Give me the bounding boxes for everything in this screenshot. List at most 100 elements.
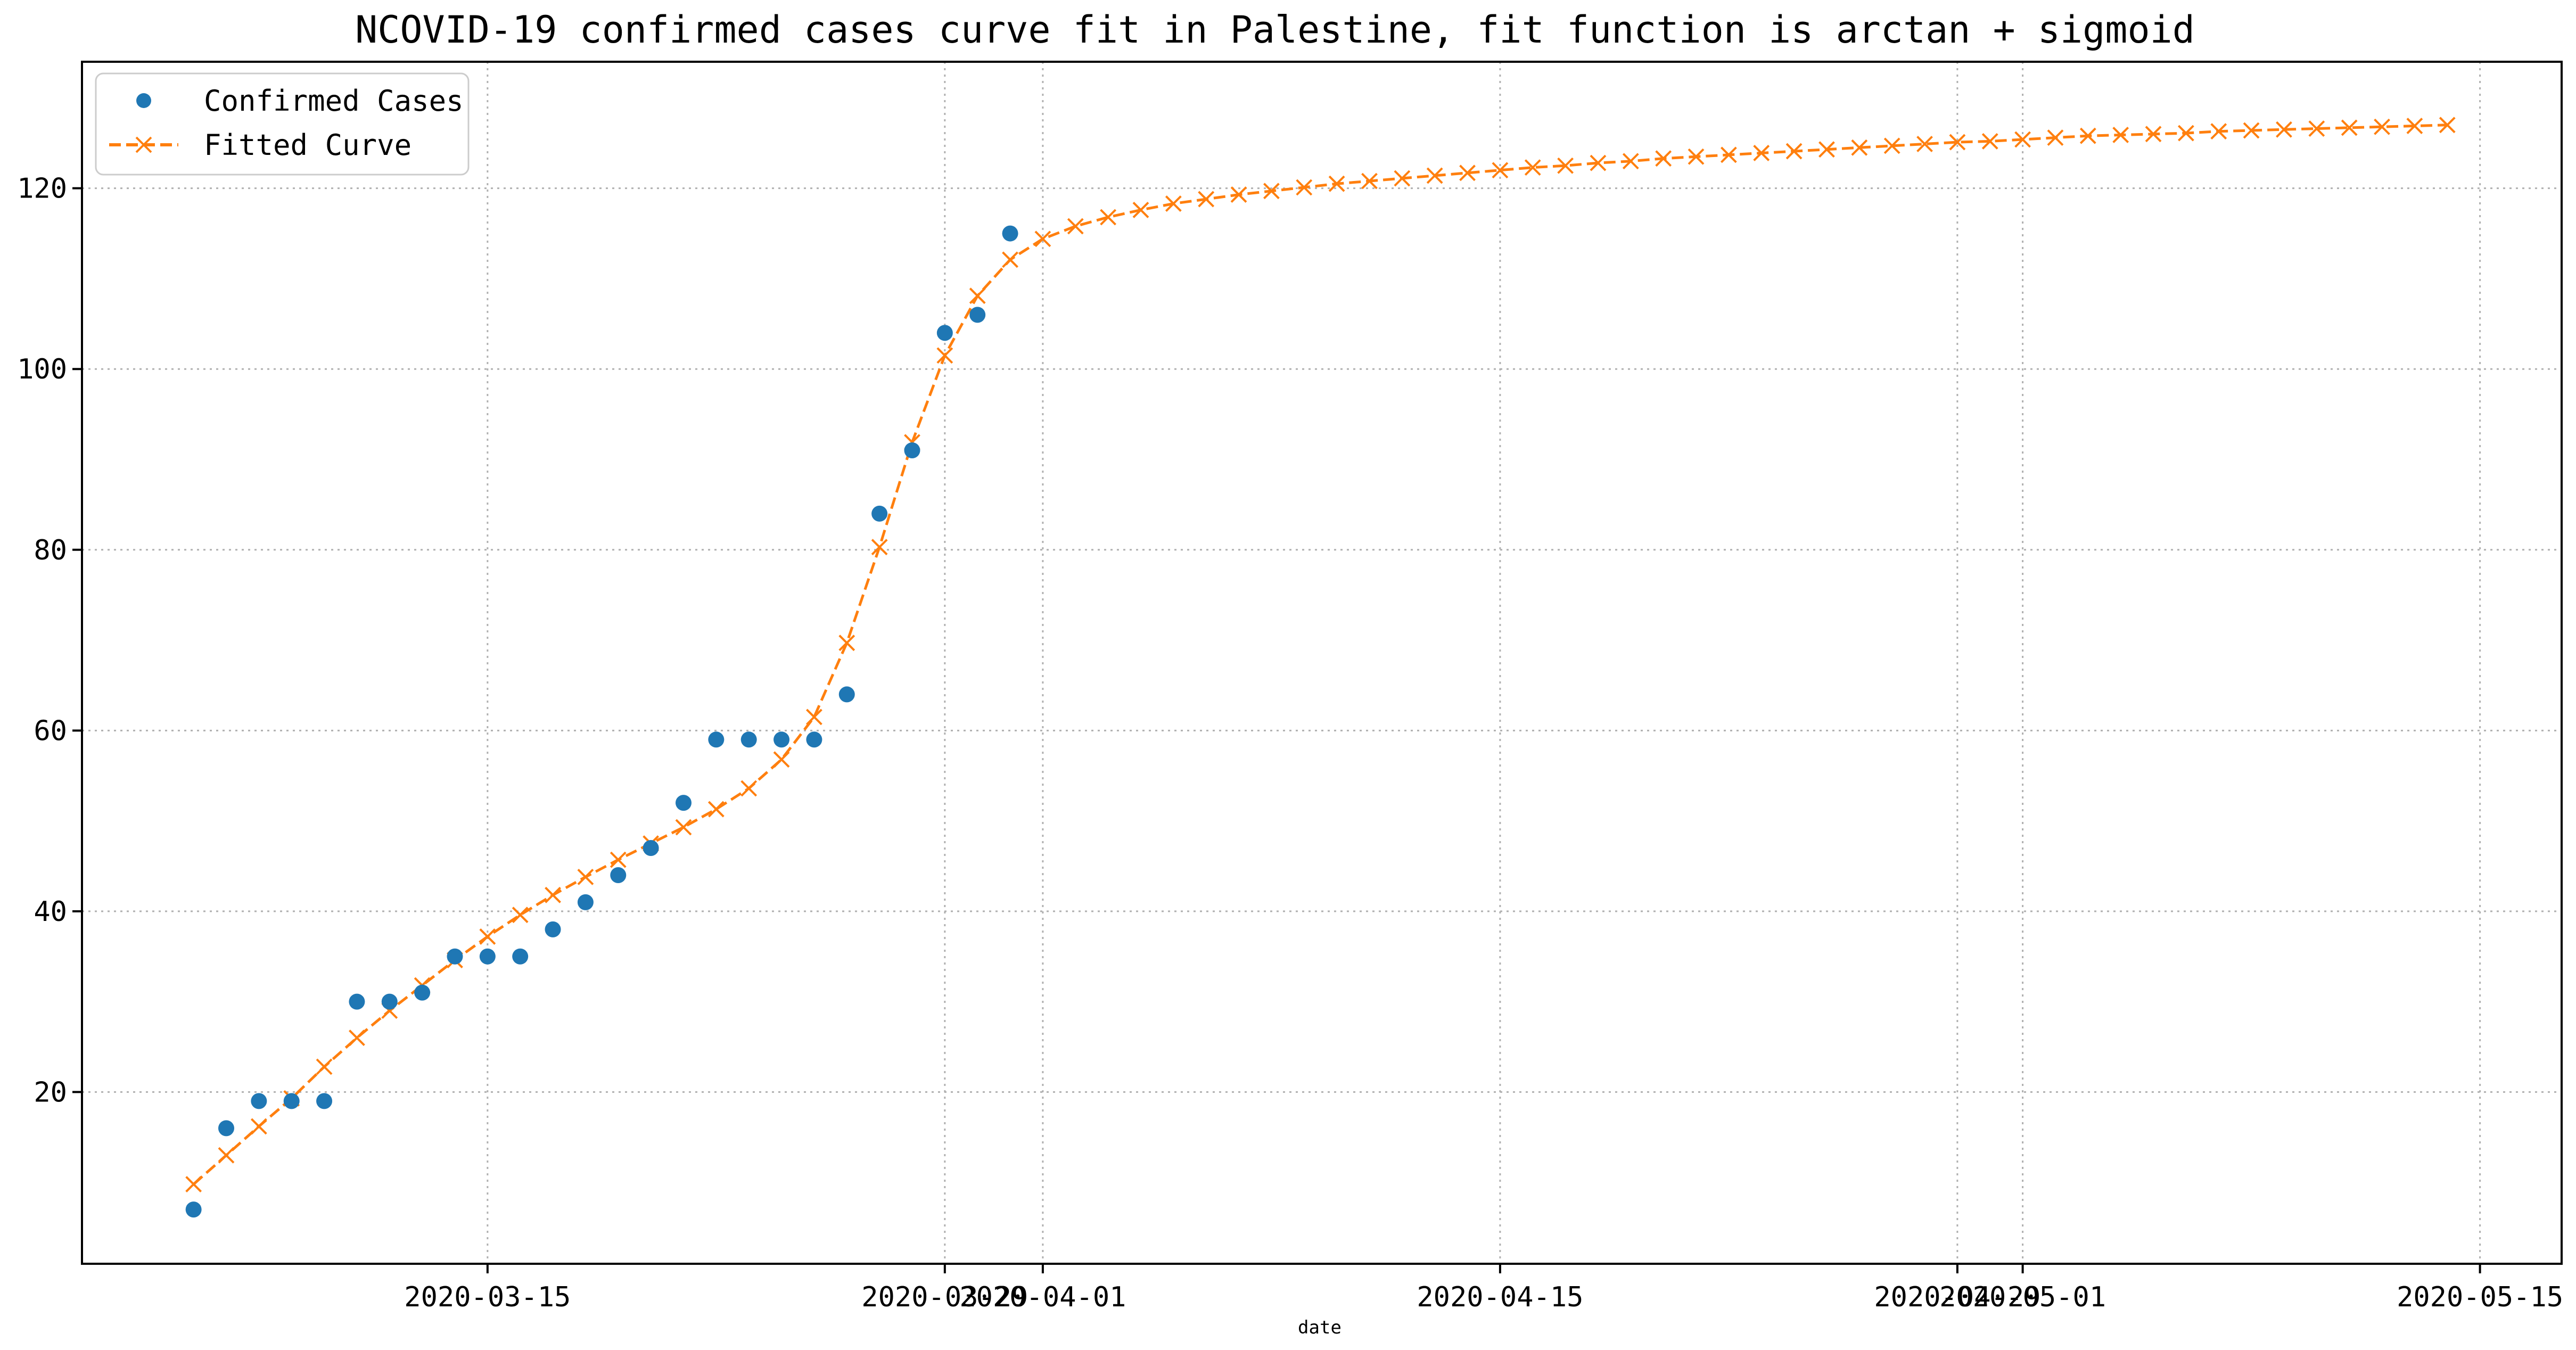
confirmed-cases-point: [936, 325, 953, 341]
fitted-curve-point: [610, 851, 627, 868]
fitted-curve-point: [1557, 157, 1574, 174]
fitted-curve-point: [2210, 123, 2227, 140]
fitted-curve-point: [577, 868, 594, 885]
fitted-curve-point: [1753, 145, 1770, 161]
fitted-curve-point: [2177, 125, 2194, 142]
confirmed-cases-point: [675, 795, 692, 811]
fitted-curve-point: [2079, 127, 2096, 144]
fitted-curve-point: [1296, 179, 1313, 196]
confirmed-cases-point: [806, 731, 822, 748]
fitted-curve-point: [316, 1058, 333, 1075]
fitted-curve-point: [871, 539, 888, 556]
y-ticks: 20 40 60 80 100 120: [17, 173, 82, 1108]
fitted-curve-point: [185, 1176, 202, 1193]
fitted-curve-point: [1100, 209, 1117, 226]
fitted-curve-point: [805, 709, 822, 726]
fitted-curve-point: [2406, 118, 2423, 134]
x-tick-label: 2020-04-15: [1417, 1281, 1583, 1313]
confirmed-cases-point: [838, 686, 855, 703]
fitted-curve-point: [250, 1118, 267, 1135]
fitted-curve-point: [1524, 159, 1541, 176]
grid: [82, 62, 2562, 1264]
fitted-curve-point: [349, 1030, 365, 1046]
fitted-curve-point: [2112, 127, 2129, 143]
fitted-curve-point: [2308, 120, 2325, 137]
confirmed-cases-point: [610, 867, 627, 883]
fitted-curve-point: [1720, 146, 1737, 163]
fitted-curve-point: [2014, 131, 2031, 148]
fitted-curve-point: [479, 928, 496, 945]
fitted-curve-point: [512, 907, 529, 924]
confirmed-cases-point: [381, 993, 398, 1010]
y-tick-label: 80: [34, 534, 67, 566]
fitted-curve-point: [1622, 153, 1639, 170]
y-tick-label: 60: [34, 715, 67, 747]
fitted-curve-point: [1132, 202, 1149, 218]
fitted-curve-point: [1949, 134, 1966, 151]
x-tick-label: 2020-03-29: [861, 1281, 1028, 1313]
fitted-curve-point: [1492, 162, 1509, 179]
fitted-curve-point: [1394, 170, 1411, 187]
x-tick-label: 2020-05-01: [1939, 1281, 2106, 1313]
fitted-curve-point: [1916, 136, 1933, 152]
confirmed-cases-point: [218, 1120, 234, 1137]
confirmed-cases-point: [708, 731, 725, 748]
fitted-curve-point: [936, 347, 953, 364]
fitted-curve-point: [1590, 154, 1607, 171]
confirmed-cases-point: [643, 840, 659, 857]
fitted-curve-point: [2439, 117, 2456, 134]
legend: Confirmed Cases Fitted Curve: [95, 72, 470, 176]
fitted-curve-point: [2374, 118, 2390, 135]
confirmed-cases-point: [773, 731, 790, 748]
fitted-curve-point: [1328, 175, 1345, 192]
fitted-curve-point: [1818, 141, 1835, 158]
y-tick-label: 120: [17, 173, 67, 205]
y-tick-label: 100: [17, 353, 67, 385]
fitted-curve-point: [1688, 148, 1705, 165]
x-tick-label: 2020-03-15: [404, 1281, 571, 1313]
legend-label-fitted-curve: Fitted Curve: [204, 128, 411, 162]
fitted-curve-point: [675, 819, 692, 836]
fitted-curve-point: [1459, 164, 1476, 182]
fitted-curve-point: [1002, 251, 1018, 268]
confirmed-cases-point: [740, 731, 757, 748]
legend-marker-confirmed-cases: [136, 93, 151, 108]
fitted-curve-point: [2047, 129, 2064, 146]
x-axis-label: date: [1298, 1317, 1342, 1338]
fitted-curve-point: [2243, 122, 2260, 139]
legend-box: [95, 72, 470, 176]
fitted-curve-point: [1785, 143, 1803, 160]
x-tick-label: 2020-04-01: [959, 1281, 1126, 1313]
plot-frame: [81, 61, 2563, 1265]
fitted-curve-point: [1165, 195, 1182, 212]
legend-marker-fitted-curve: [135, 136, 152, 153]
fitted-curve-point: [1067, 218, 1084, 235]
fitted-curve-point: [740, 780, 758, 797]
fitted-curve-point: [1263, 183, 1280, 200]
confirmed-cases-point: [871, 505, 888, 522]
fitted-curve-point: [545, 886, 561, 903]
fitted-curve-point: [1851, 139, 1868, 156]
confirmed-cases-point: [316, 1093, 333, 1109]
confirmed-cases-point: [545, 921, 561, 937]
fitted-curve-point: [218, 1147, 235, 1164]
fitted-curve-point: [1426, 167, 1443, 184]
confirmed-cases-point: [185, 1201, 202, 1218]
y-tick-label: 20: [34, 1076, 67, 1108]
fitted-curve-point: [838, 635, 855, 652]
fitted-curve-point: [2341, 119, 2358, 136]
fitted-curve-point: [1198, 191, 1215, 208]
confirmed-cases-point: [447, 948, 463, 965]
confirmed-cases-point: [414, 984, 431, 1001]
chart-title: NCOVID-19 confirmed cases curve fit in P…: [355, 8, 2195, 52]
confirmed-cases-point: [512, 948, 529, 965]
confirmed-cases-point: [283, 1093, 300, 1109]
fitted-curve-point: [773, 751, 790, 768]
fitted-curve-point: [707, 801, 725, 818]
confirmed-cases-point: [1002, 225, 1018, 242]
fitted-curve-point: [1981, 133, 1998, 150]
fitted-curve-point: [2145, 126, 2162, 143]
plot-series: [185, 117, 2456, 1218]
